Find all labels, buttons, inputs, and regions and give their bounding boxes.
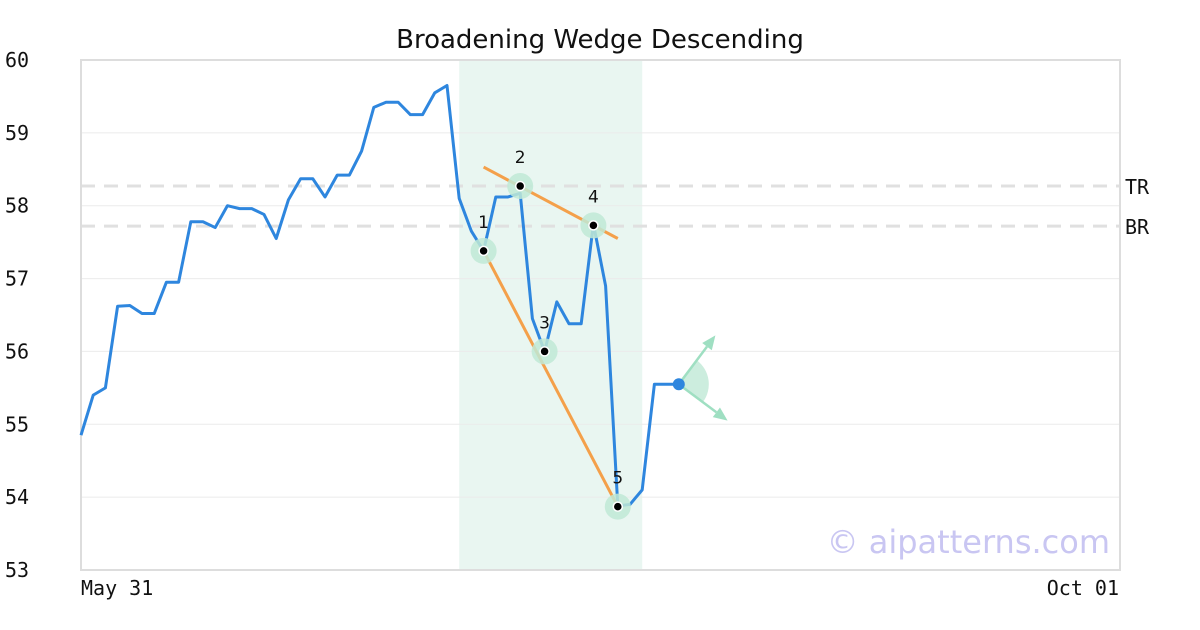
- pattern-point: [514, 180, 526, 192]
- price-series: [79, 84, 679, 508]
- y-tick-label: 54: [5, 485, 29, 509]
- pattern-point-label: 5: [612, 469, 623, 489]
- projection-arrow: [678, 383, 718, 414]
- y-tick-label: 53: [5, 558, 29, 582]
- pattern-point-label: 3: [539, 313, 550, 333]
- x-tick-label: Oct 01: [1047, 576, 1119, 600]
- y-tick-label: 57: [5, 267, 29, 291]
- highlight-region: [459, 60, 643, 570]
- y-tick-label: 56: [5, 339, 29, 363]
- y-tick-label: 55: [5, 412, 29, 436]
- pattern-point: [588, 220, 599, 231]
- x-tick-label: May 31: [81, 576, 153, 600]
- chart-title: Broadening Wedge Descending: [396, 25, 804, 55]
- pattern-point: [478, 245, 489, 257]
- x-axis-ticks: May 31 Oct 01: [81, 576, 1119, 600]
- projection-arrow: [677, 345, 709, 385]
- pattern-point-label: 2: [515, 148, 526, 168]
- y-tick-label: 58: [5, 194, 29, 218]
- series-line: [79, 84, 679, 508]
- highlight-region-rect: [459, 60, 643, 570]
- pattern-point: [539, 346, 550, 357]
- trendline: [482, 250, 620, 508]
- y-axis-ticks: 53 54 55 56 57 58 59 60: [5, 48, 29, 582]
- reference-line-label: BR: [1125, 215, 1150, 239]
- grid-lines: [81, 132, 1120, 498]
- plot-frame: [80, 59, 1121, 571]
- reference-line-label: TR: [1125, 175, 1150, 199]
- pattern-point-label: 1: [478, 213, 489, 233]
- projection-arrowhead: [712, 407, 728, 421]
- pattern-point-label: 4: [588, 187, 599, 207]
- current-point: [672, 378, 685, 391]
- projection-wedge: [678, 360, 709, 403]
- y-tick-label: 60: [5, 48, 29, 72]
- pattern-point: [612, 501, 624, 512]
- watermark: © aipatterns.com: [827, 523, 1110, 561]
- projection-arrowhead: [702, 335, 716, 351]
- y-tick-label: 59: [5, 121, 29, 145]
- projection: [672, 335, 728, 421]
- pattern-points: 1 2 3 4 5: [470, 148, 631, 520]
